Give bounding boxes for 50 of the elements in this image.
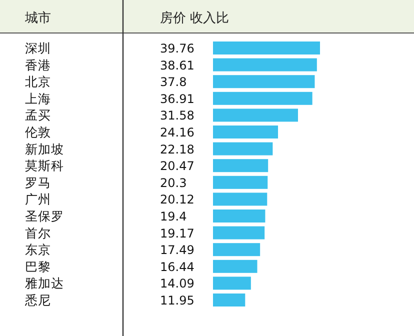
bar	[213, 58, 317, 72]
bar	[213, 192, 268, 206]
bar	[213, 75, 315, 88]
bar	[213, 126, 278, 138]
data-label: 20.47	[160, 159, 194, 174]
y-tick-label: 罗马	[25, 174, 51, 190]
y-tick-label: 圣保罗	[25, 208, 64, 224]
data-label: 36.91	[160, 92, 194, 106]
y-tick-label: 上海	[25, 90, 51, 106]
data-label: 22.18	[160, 142, 194, 156]
y-tick-label: 莫斯科	[25, 158, 64, 174]
y-tick-label: 悉尼	[24, 292, 51, 308]
y-tick-label: 巴黎	[25, 258, 51, 274]
data-label: 16.44	[160, 260, 194, 274]
y-tick-label: 雅加达	[25, 276, 64, 291]
bar	[213, 42, 320, 54]
bar	[213, 108, 298, 122]
data-label: 14.09	[160, 276, 194, 291]
y-tick-label: 香港	[25, 57, 51, 72]
y-tick-label: 北京	[25, 74, 51, 90]
data-label: 39.76	[160, 42, 194, 56]
y-tick-label: 深圳	[25, 40, 51, 56]
data-label: 20.12	[160, 192, 194, 207]
y-tick-label: 首尔	[25, 225, 51, 240]
y-tick-label: 广州	[25, 192, 51, 207]
x-axis-title: 房价 收入比	[160, 10, 230, 26]
bar	[213, 260, 258, 273]
data-label: 17.49	[160, 243, 194, 258]
data-label: 31.58	[160, 108, 194, 123]
y-tick-label: 孟买	[25, 108, 51, 123]
bar	[213, 294, 246, 306]
y-axis-title: 城市	[24, 11, 51, 26]
bar	[213, 276, 251, 290]
data-label: 24.16	[160, 126, 194, 140]
data-label: 11.95	[160, 294, 194, 308]
bar	[213, 176, 268, 189]
y-tick-label: 新加坡	[25, 141, 64, 156]
data-label: 37.8	[160, 75, 187, 90]
data-label: 38.61	[160, 58, 194, 72]
y-tick-label: 伦敦	[25, 124, 51, 140]
bar	[213, 142, 273, 156]
bar	[213, 210, 266, 222]
data-label: 20.3	[160, 176, 187, 190]
bar	[213, 92, 312, 105]
bar	[213, 159, 268, 172]
bar	[213, 243, 260, 256]
y-tick-label: 东京	[25, 242, 51, 258]
data-label: 19.17	[160, 226, 194, 240]
bar	[213, 226, 265, 240]
data-label: 19.4	[160, 210, 187, 224]
